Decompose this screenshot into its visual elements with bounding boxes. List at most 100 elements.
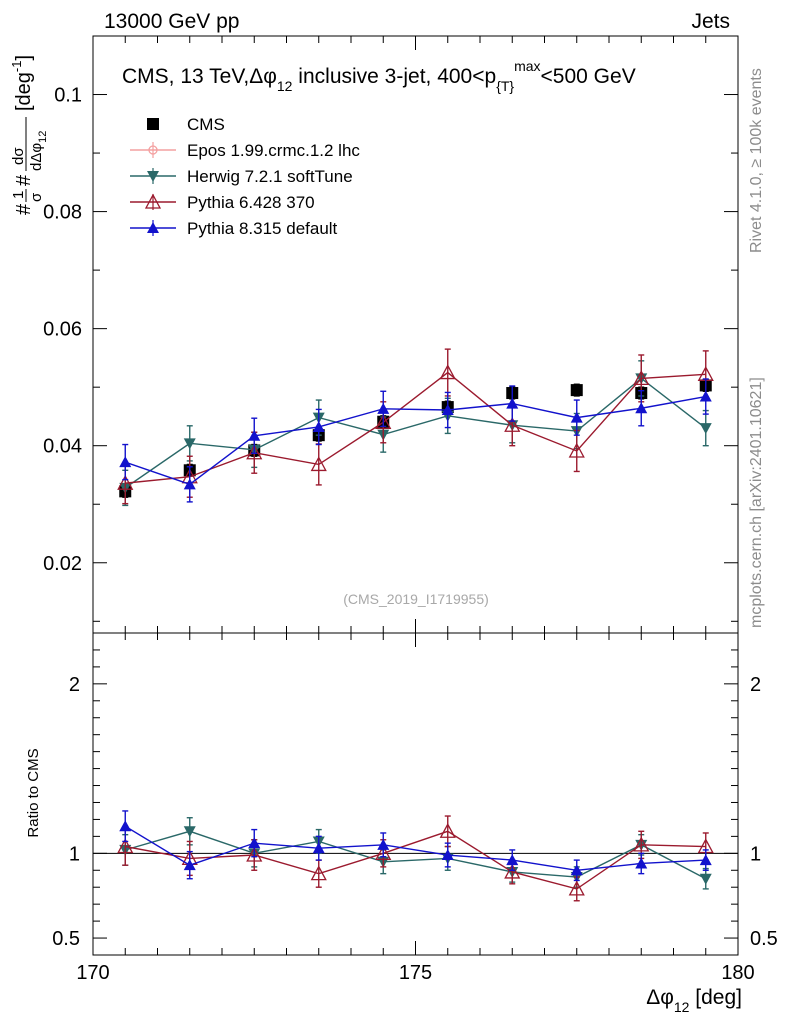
main-series-pythia-8-315-default bbox=[119, 378, 712, 503]
data-point bbox=[568, 442, 585, 458]
y-tick-label: 0.08 bbox=[43, 202, 82, 224]
svg-text:[deg-1]: [deg-1] bbox=[9, 55, 35, 111]
ylabel-frac2-num: dσ bbox=[10, 147, 27, 165]
main-y-label: # 1 σ # dσ dΔφ12 [deg-1] bbox=[9, 55, 49, 215]
ylabel-unit-sup: -1 bbox=[9, 61, 24, 73]
x-tick-label: 170 bbox=[76, 962, 109, 984]
data-point bbox=[119, 820, 132, 832]
series-line bbox=[124, 377, 707, 489]
data-point bbox=[506, 854, 519, 866]
main-title: CMS, 13 TeV,Δφ12 inclusive 3-jet, 400<p{… bbox=[122, 58, 636, 94]
title-sub2: {T} bbox=[496, 78, 514, 94]
data-point bbox=[506, 397, 519, 409]
y-tick-label: 0.02 bbox=[43, 553, 82, 575]
data-point bbox=[117, 838, 134, 854]
side-text-lower: mcplots.cern.ch [arXiv:2401.10621] bbox=[748, 377, 765, 628]
data-point bbox=[312, 842, 325, 854]
legend-label: Herwig 7.2.1 softTune bbox=[187, 167, 353, 186]
legend-item: Pythia 8.315 default bbox=[130, 219, 338, 238]
main-series-pythia-6-428-370 bbox=[117, 348, 714, 505]
data-point bbox=[183, 859, 196, 871]
title-sub: 12 bbox=[277, 78, 293, 94]
x-tick-label: 180 bbox=[721, 962, 754, 984]
legend-marker bbox=[144, 193, 162, 209]
data-point bbox=[441, 404, 454, 416]
title-post: <500 GeV bbox=[541, 65, 636, 88]
data-point bbox=[310, 456, 327, 472]
data-point bbox=[439, 364, 456, 380]
data-point bbox=[699, 423, 712, 435]
legend-label: Epos 1.99.crmc.1.2 lhc bbox=[187, 141, 360, 160]
data-point bbox=[377, 402, 390, 414]
legend-label: Pythia 6.428 370 bbox=[187, 193, 315, 212]
legend-item: Pythia 6.428 370 bbox=[130, 193, 315, 212]
series-line bbox=[125, 371, 706, 484]
title-mid: inclusive 3-jet, 400<p bbox=[292, 65, 496, 88]
legend-marker bbox=[147, 171, 159, 182]
header-right: Jets bbox=[691, 10, 730, 33]
legend-marker bbox=[147, 118, 159, 130]
data-point bbox=[246, 846, 263, 862]
data-point bbox=[310, 865, 327, 881]
data-point bbox=[248, 429, 261, 441]
data-point bbox=[570, 384, 583, 397]
svg-text:#: # bbox=[13, 174, 35, 186]
series-line bbox=[125, 395, 706, 486]
ratio-y-tick-label-right: 2 bbox=[750, 674, 761, 696]
ratio-series-pythia-8-315-default bbox=[119, 810, 712, 882]
series-line bbox=[125, 830, 707, 880]
ratio-y-tick-label-right: 0.5 bbox=[750, 928, 778, 950]
analysis-watermark: (CMS_2019_I1719955) bbox=[343, 591, 489, 607]
x-tick-label: 175 bbox=[399, 962, 432, 984]
data-point bbox=[375, 413, 392, 429]
svg-text:#: # bbox=[13, 203, 35, 215]
data-point bbox=[635, 402, 648, 414]
legend-label: CMS bbox=[187, 115, 225, 134]
legend-marker bbox=[147, 222, 159, 233]
data-point bbox=[119, 456, 132, 468]
data-point bbox=[699, 390, 712, 402]
data-point bbox=[248, 837, 261, 849]
data-point bbox=[183, 438, 196, 450]
data-point bbox=[570, 864, 583, 876]
side-text-upper: Rivet 4.1.0, ≥ 100k events bbox=[748, 68, 765, 253]
svg-text:dΔφ12: dΔφ12 bbox=[28, 131, 49, 171]
ratio-y-label: Ratio to CMS bbox=[25, 748, 42, 837]
legend-item: Epos 1.99.crmc.1.2 lhc bbox=[130, 141, 360, 160]
data-point bbox=[377, 838, 390, 850]
data-point bbox=[633, 370, 650, 386]
ylabel-frac1-den: σ bbox=[28, 192, 45, 202]
data-point bbox=[441, 849, 454, 861]
data-point bbox=[312, 420, 325, 432]
data-point bbox=[504, 416, 521, 432]
y-tick-label: 0.04 bbox=[43, 436, 82, 458]
title-pre: CMS, 13 TeV,Δφ bbox=[122, 65, 277, 88]
main-series-herwig-7-2-1-softtune bbox=[119, 360, 712, 507]
data-point bbox=[183, 478, 196, 490]
data-point bbox=[699, 854, 712, 866]
axis-ticks: 170 175 180 0.02 0.04 0.06 0.08 0.1 0.5 0.5 1 12 2 bbox=[43, 36, 778, 984]
data-point bbox=[183, 826, 196, 838]
series-line bbox=[124, 825, 706, 871]
y-tick-label: 0.1 bbox=[54, 85, 82, 107]
legend-marker bbox=[148, 145, 158, 155]
y-tick-label: 0.06 bbox=[43, 319, 82, 341]
ratio-panel-frame bbox=[92, 632, 739, 956]
data-point bbox=[246, 444, 263, 460]
ratio-y-tick-label: 2 bbox=[69, 674, 80, 696]
data-marks bbox=[117, 348, 714, 902]
ratio-y-tick-label: 1 bbox=[69, 843, 80, 865]
ratio-y-tick-label: 0.5 bbox=[52, 928, 80, 950]
x-axis-label: Δφ12 [deg] bbox=[646, 986, 742, 1015]
ratio-series-pythia-6-428-370 bbox=[117, 815, 714, 902]
header-left: 13000 GeV pp bbox=[104, 10, 239, 33]
ylabel-frac1-num: 1 bbox=[10, 191, 27, 199]
data-point bbox=[375, 844, 392, 860]
legend-item: Herwig 7.2.1 softTune bbox=[130, 167, 353, 186]
ylabel-unit-end: ] bbox=[13, 55, 35, 61]
legend-item: CMS bbox=[147, 115, 225, 134]
data-point bbox=[439, 822, 456, 838]
data-point bbox=[633, 836, 650, 852]
title-sup: max bbox=[514, 58, 540, 74]
